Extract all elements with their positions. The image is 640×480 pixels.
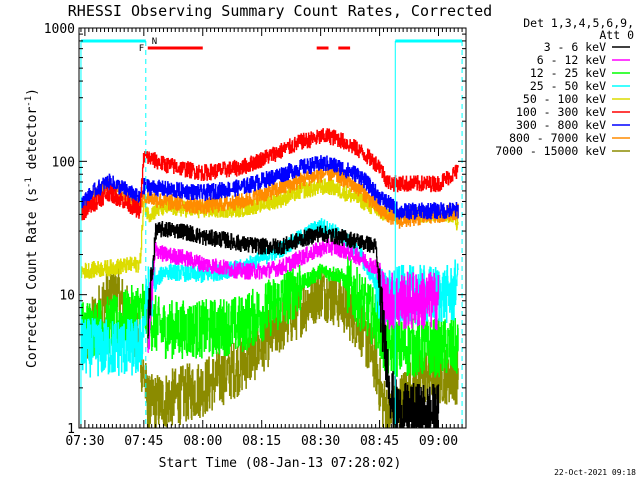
flags-group: NF <box>80 37 463 428</box>
legend-label-7000-15000-kev: 7000 - 15000 keV <box>495 144 606 158</box>
x-tick-label: 07:30 <box>65 434 104 449</box>
x-tick-label: 07:45 <box>124 434 163 449</box>
y-tick-label: 100 <box>52 155 75 170</box>
ticks-group: 07:30 07:45 08:00 08:15 08:30 08:45 09:00 1 10 10… <box>44 22 466 449</box>
y-tick-label: 1 <box>67 422 75 437</box>
x-tick-label: 08:30 <box>301 434 340 449</box>
legend-label-3-6-kev: 3 - 6 keV <box>544 40 606 54</box>
x-tick-label: 09:00 <box>419 434 458 449</box>
night-flag-label: N <box>152 37 157 47</box>
legend-label-100-300-kev: 100 - 300 keV <box>516 105 606 119</box>
legend-header-line1: Det 1,3,4,5,6,9, <box>523 16 634 30</box>
x-axis-label: Start Time (08-Jan-13 07:28:02) <box>159 456 402 471</box>
legend-label-6-12-kev: 6 - 12 keV <box>537 53 606 67</box>
series-line-6-12-kev <box>147 238 440 354</box>
x-tick-label: 08:45 <box>360 434 399 449</box>
series-group <box>80 128 459 428</box>
legend-label-12-25-kev: 12 - 25 keV <box>530 66 606 80</box>
plot-frame <box>78 27 467 429</box>
series-line-3-6-kev <box>147 220 440 428</box>
x-tick-label: 08:00 <box>183 434 222 449</box>
legend-label-300-800-kev: 300 - 800 keV <box>516 118 606 132</box>
y-tick-label: 10 <box>59 289 75 304</box>
legend-label-25-50-kev: 25 - 50 keV <box>530 79 606 93</box>
legend-header-line2: Att 0 <box>599 28 634 42</box>
y-tick-label: 1000 <box>44 22 75 37</box>
plot-timestamp: 22-Oct-2021 09:18 <box>554 468 636 477</box>
y-axis-label: Corrected Count Rate (s-1 detector-1) <box>24 88 40 368</box>
x-tick-label: 08:15 <box>242 434 281 449</box>
chart-title: RHESSI Observing Summary Count Rates, Co… <box>68 2 492 20</box>
flare-flag-label: F <box>139 44 144 54</box>
legend-label-800-7000-kev: 800 - 7000 keV <box>509 131 606 145</box>
legend-label-50-100-kev: 50 - 100 keV <box>523 92 606 106</box>
